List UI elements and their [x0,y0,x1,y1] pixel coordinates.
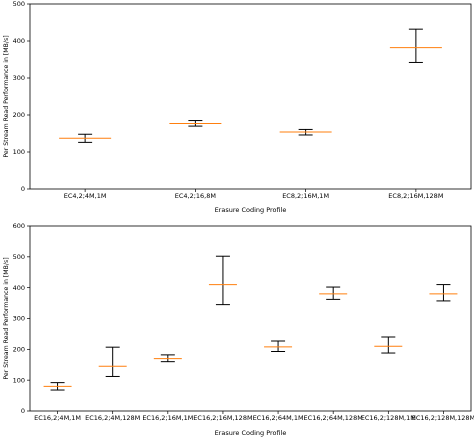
y-tick-label: 400 [13,37,25,45]
y-tick-label: 500 [13,253,25,261]
x-tick-label: EC16,2;16M,128M [193,414,252,422]
x-tick-label: EC4,2;4M,1M [64,192,107,200]
y-tick-label: 0 [21,407,25,415]
y-tick-label: 300 [13,74,25,82]
y-axis-label: Per Stream Read Performance in [MB/s] [3,35,10,157]
y-tick-label: 200 [13,346,25,354]
y-tick-label: 400 [13,284,25,292]
chart-panel-bottom: 0 100 200 300 400 500 600 EC16,2;4M,1M EC16,2;4M… [3,222,474,437]
y-tick-label: 600 [13,222,25,230]
y-tick-label: 100 [13,148,25,156]
x-tick-label: EC16,2;16M,1M [142,414,193,422]
y-axis-label: Per Stream Read Performance in [MB/s] [3,257,10,379]
x-tick-label: EC16,2;4M,128M [85,414,140,422]
chart-panel-top: 0 100 200 300 400 500 EC4,2;4M,1M EC4,2;16,8M EC… [3,0,472,214]
x-axis-label: Erasure Coding Profile [215,429,287,437]
x-tick-label: EC16,2;64M,1M [253,414,304,422]
axes-frame [29,225,472,412]
x-tick-label: EC8,2;16M,128M [388,192,443,200]
x-axis-label: Erasure Coding Profile [215,206,287,214]
x-tick-label: EC8,2;16M,1M [282,192,329,200]
x-tick-label: EC16,2;64M,128M [304,414,363,422]
axes-frame [29,3,472,190]
y-tick-label: 500 [13,0,25,8]
y-tick-label: 0 [21,185,25,193]
y-tick-label: 300 [13,315,25,323]
x-tick-label: EC16,2;128M,1M [361,414,416,422]
x-tick-label: EC16,2;4M,1M [34,414,81,422]
y-tick-label: 200 [13,111,25,119]
x-tick-label: EC16,2;128M,128M [412,414,474,422]
x-tick-label: EC4,2;16,8M [175,192,216,200]
y-tick-label: 100 [13,376,25,384]
